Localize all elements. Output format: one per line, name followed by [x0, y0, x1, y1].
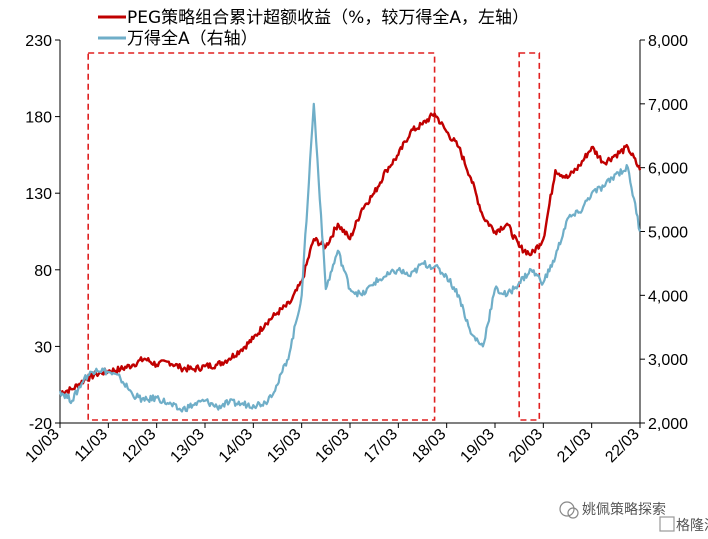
x-tick-label: 14/03: [216, 426, 256, 466]
wind-all-a-line: [58, 102, 642, 413]
legend-label-peg: PEG策略组合累计超额收益（%，较万得全A，左轴）: [127, 8, 529, 28]
left-tick-label: 30: [34, 339, 52, 356]
x-tick-label: 22/03: [602, 426, 642, 466]
logo-icon: [659, 516, 675, 532]
highlight-box: [518, 52, 541, 421]
right-tick-label: 3,000: [648, 352, 688, 369]
wechat-icon: [559, 501, 575, 517]
peg-excess-return-line: [59, 112, 642, 396]
right-tick-label: 2,000: [648, 416, 688, 433]
series-lines: [58, 102, 642, 413]
x-tick-label: 11/03: [72, 426, 112, 466]
x-tick-label: 12/03: [119, 426, 159, 466]
right-tick-label: 8,000: [648, 33, 688, 50]
watermark: 姚佩策略探索 格隆汇: [559, 501, 708, 534]
x-tick-label: 15/03: [264, 426, 304, 466]
logo-text: 格隆汇: [676, 518, 708, 534]
left-tick-label: -20: [29, 416, 52, 433]
right-tick-label: 4,000: [648, 288, 688, 305]
x-tick-label: 16/03: [312, 426, 352, 466]
x-tick-label: 17/03: [361, 426, 401, 466]
legend: PEG策略组合累计超额收益（%，较万得全A，左轴） 万得全A（右轴）: [98, 8, 529, 49]
highlight-box: [87, 52, 436, 421]
right-tick-label: 7,000: [648, 97, 688, 114]
left-tick-label: 230: [25, 33, 52, 50]
x-tick-label: 19/03: [457, 426, 497, 466]
right-tick-label: 5,000: [648, 225, 688, 242]
x-tick-label: 20/03: [506, 426, 546, 466]
x-tick-label: 21/03: [554, 426, 594, 466]
left-tick-label: 80: [34, 263, 52, 280]
right-tick-label: 6,000: [648, 161, 688, 178]
legend-label-wind: 万得全A（右轴）: [127, 29, 258, 49]
highlight-boxes: [87, 52, 541, 421]
x-tick-label: 18/03: [409, 426, 449, 466]
x-tick-labels: 10/03 11/03 12/03 13/03 14/03 15/03 16/03 17/03…: [22, 423, 643, 466]
watermark-text: 姚佩策略探索: [582, 501, 666, 518]
left-tick-label: 130: [25, 186, 52, 203]
right-tick-labels: 2,000 3,000 4,000 5,000 6,000 7,000 8,000: [640, 33, 688, 433]
left-tick-label: 180: [25, 110, 52, 127]
x-tick-label: 13/03: [167, 426, 207, 466]
wechat-icon-inner: [567, 507, 579, 519]
left-tick-labels: -20 30 80 130 180 230: [25, 33, 60, 433]
